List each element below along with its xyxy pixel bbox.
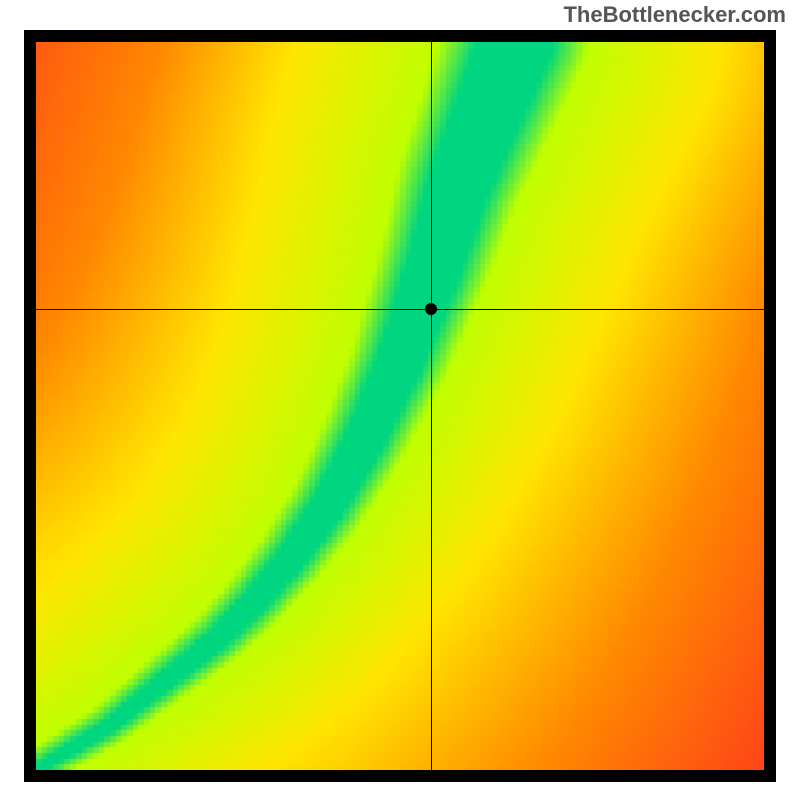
crosshair-vertical bbox=[431, 42, 432, 770]
attribution-text: TheBottlenecker.com bbox=[563, 2, 786, 28]
plot-frame bbox=[24, 30, 776, 782]
bottleneck-heatmap bbox=[36, 42, 764, 770]
crosshair-horizontal bbox=[36, 309, 764, 310]
